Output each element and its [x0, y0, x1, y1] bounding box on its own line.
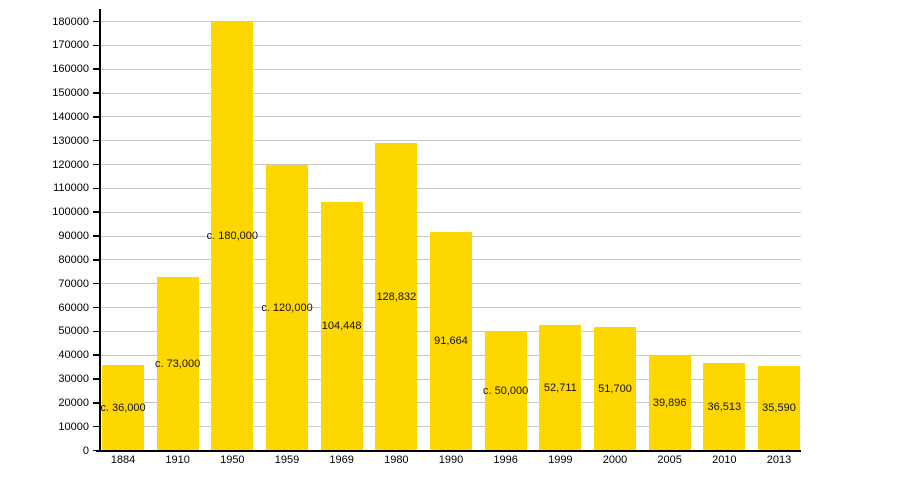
x-tick-label-1959: 1959: [274, 454, 300, 466]
x-tick-label-1910: 1910: [165, 454, 190, 466]
bar-value-label-1959: c. 120,000: [261, 301, 313, 314]
gridline-160000: [101, 68, 801, 70]
y-tick-label-0: 0: [82, 444, 89, 457]
y-tick-label-80000: 80000: [58, 253, 89, 266]
y-tick-30000: [93, 378, 100, 380]
y-tick-70000: [93, 282, 100, 285]
bar-value-label-1969: 104,448: [321, 320, 362, 333]
x-tick-label-1969: 1969: [329, 454, 354, 466]
x-tick-label-1980: 1980: [384, 454, 409, 466]
bar-1959: [266, 164, 308, 451]
gridline-120000: [101, 164, 801, 165]
bar-value-label-1910: c. 73,000: [155, 357, 201, 370]
y-tick-130000: [93, 139, 100, 142]
x-tick-label-1950: 1950: [220, 454, 245, 466]
bar-1996: [484, 331, 527, 451]
y-tick-160000: [93, 68, 100, 70]
y-tick-120000: [93, 163, 100, 166]
bar-1990: [430, 232, 472, 451]
y-tick-170000: [93, 44, 100, 47]
bar-1999: [539, 324, 582, 451]
y-tick-110000: [93, 187, 100, 190]
y-tick-label-150000: 150000: [52, 87, 89, 99]
bar-1910: [156, 276, 199, 451]
bar-2005: [648, 355, 691, 451]
y-tick-0: [93, 449, 100, 452]
y-tick-label-160000: 160000: [52, 63, 89, 76]
x-tick-label-1996: 1996: [493, 454, 518, 466]
bar-value-label-2005: 39,896: [652, 396, 687, 409]
y-tick-label-180000: 180000: [52, 15, 89, 28]
y-tick-20000: [93, 402, 100, 404]
y-tick-100000: [93, 211, 100, 213]
y-tick-label-70000: 70000: [58, 277, 89, 290]
y-tick-label-60000: 60000: [58, 301, 89, 314]
y-tick-label-100000: 100000: [52, 206, 89, 219]
y-tick-10000: [93, 425, 100, 428]
bar-value-label-2010: 36,513: [707, 400, 742, 413]
x-tick-label-2000: 2000: [602, 454, 628, 466]
gridline-150000: [101, 92, 801, 94]
x-axis-line: [96, 449, 801, 452]
bar-value-label-1884: c. 36,000: [100, 401, 146, 414]
y-tick-140000: [93, 116, 100, 118]
x-tick-label-1990: 1990: [438, 454, 464, 466]
y-axis-line: [99, 9, 101, 451]
y-tick-150000: [93, 92, 100, 94]
y-tick-90000: [93, 235, 100, 237]
x-tick-label-1884: 1884: [110, 454, 136, 466]
y-tick-label-50000: 50000: [58, 325, 89, 338]
gridline-110000: [101, 187, 801, 189]
bar-1969: [320, 201, 363, 451]
y-tick-180000: [93, 20, 100, 23]
y-tick-label-40000: 40000: [58, 349, 89, 362]
bar-value-label-2000: 51,700: [598, 382, 632, 395]
y-tick-50000: [93, 330, 100, 333]
gridline-140000: [101, 116, 801, 118]
y-tick-label-140000: 140000: [52, 110, 89, 123]
bar-value-label-1996: c. 50,000: [483, 384, 529, 397]
x-tick-label-2010: 2010: [712, 454, 737, 466]
y-tick-label-130000: 130000: [52, 134, 89, 147]
gridline-130000: [101, 140, 801, 142]
bar-2010: [703, 363, 746, 451]
bar-value-label-1980: 128,832: [376, 290, 417, 303]
bar-2013: [758, 365, 800, 451]
y-tick-label-20000: 20000: [58, 396, 89, 409]
bar-value-label-2013: 35,590: [762, 402, 796, 415]
bar-1980: [375, 143, 418, 451]
y-tick-label-90000: 90000: [58, 230, 89, 242]
bar-1884: [102, 364, 144, 451]
bar-1950: [211, 21, 254, 451]
y-tick-label-30000: 30000: [58, 373, 89, 385]
x-tick-label-2005: 2005: [657, 454, 682, 466]
y-tick-label-10000: 10000: [58, 420, 89, 433]
y-tick-label-120000: 120000: [52, 158, 89, 171]
bar-value-label-1990: 91,664: [434, 335, 468, 348]
y-tick-label-110000: 110000: [53, 182, 89, 195]
gridline-180000: [101, 21, 801, 22]
x-tick-label-2013: 2013: [766, 454, 792, 466]
y-tick-60000: [93, 306, 100, 309]
gridline-170000: [101, 44, 801, 46]
x-tick-label-1999: 1999: [548, 454, 573, 466]
gridline-100000: [101, 211, 801, 213]
bar-value-label-1950: c. 180,000: [206, 230, 259, 242]
y-tick-40000: [93, 354, 100, 356]
bar-2000: [594, 327, 636, 451]
y-tick-80000: [93, 259, 100, 261]
bar-value-label-1999: 52,711: [543, 381, 577, 394]
y-tick-label-170000: 170000: [52, 39, 89, 52]
